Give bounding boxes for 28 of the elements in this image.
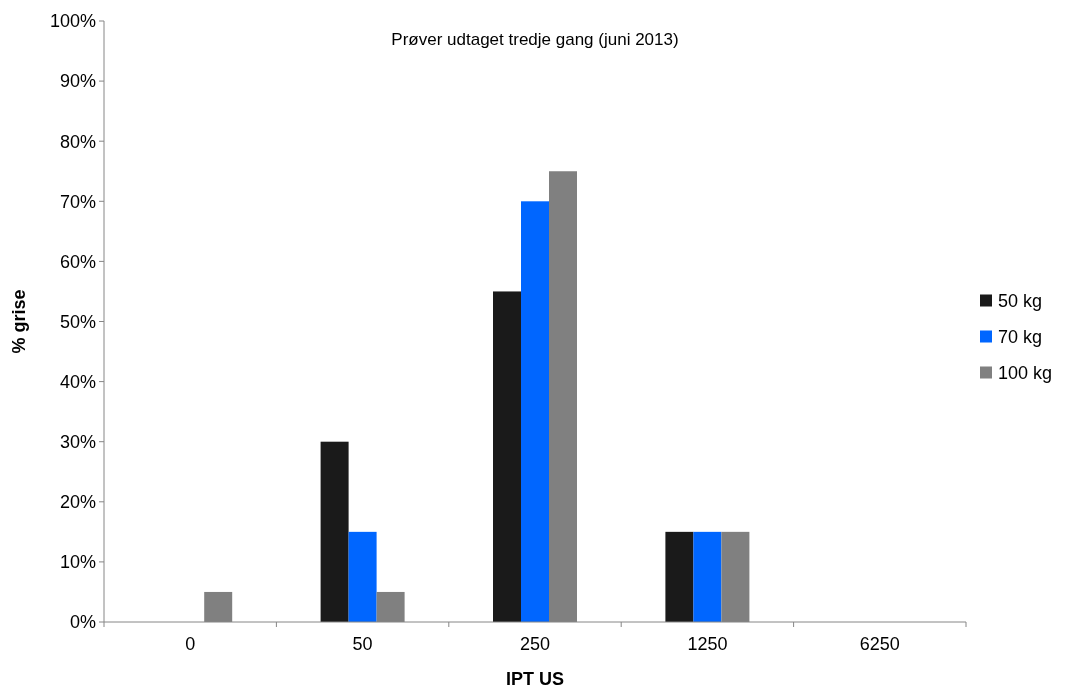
y-tick-label: 10% <box>59 552 96 573</box>
text: Prøver udtaget tredje gang (juni 2013) <box>391 30 679 49</box>
y-tick-label: 0% <box>69 612 96 633</box>
legend-label: 100 kg <box>998 362 1053 383</box>
x-tick-label: 50 <box>352 634 373 654</box>
y-tick-label: 50% <box>59 311 96 332</box>
x-tick-label: 0 <box>185 634 196 654</box>
x-axis-title: IPT US <box>505 669 565 689</box>
y-tick-label: 70% <box>59 191 96 212</box>
bar <box>665 531 694 622</box>
bar <box>493 291 521 622</box>
legend-label: 70 kg <box>998 326 1043 347</box>
y-tick-label: 100% <box>49 11 96 32</box>
y-tick-label: 60% <box>59 251 96 272</box>
bar <box>348 531 377 622</box>
bar <box>693 531 722 622</box>
x-tick-label: 1250 <box>687 634 728 654</box>
bar <box>320 441 349 622</box>
y-tick-label: 80% <box>59 131 96 152</box>
x-tick-label: 250 <box>519 634 551 654</box>
y-tick-label: 20% <box>59 492 96 513</box>
y-tick-label: 40% <box>59 371 96 392</box>
y-tick-label: 30% <box>59 432 96 452</box>
x-tick-label: 6250 <box>859 634 900 654</box>
bar <box>521 201 549 622</box>
y-tick-label: 90% <box>59 71 96 92</box>
y-axis-title: % grise <box>9 289 29 354</box>
legend-label: 50 kg <box>998 290 1043 311</box>
